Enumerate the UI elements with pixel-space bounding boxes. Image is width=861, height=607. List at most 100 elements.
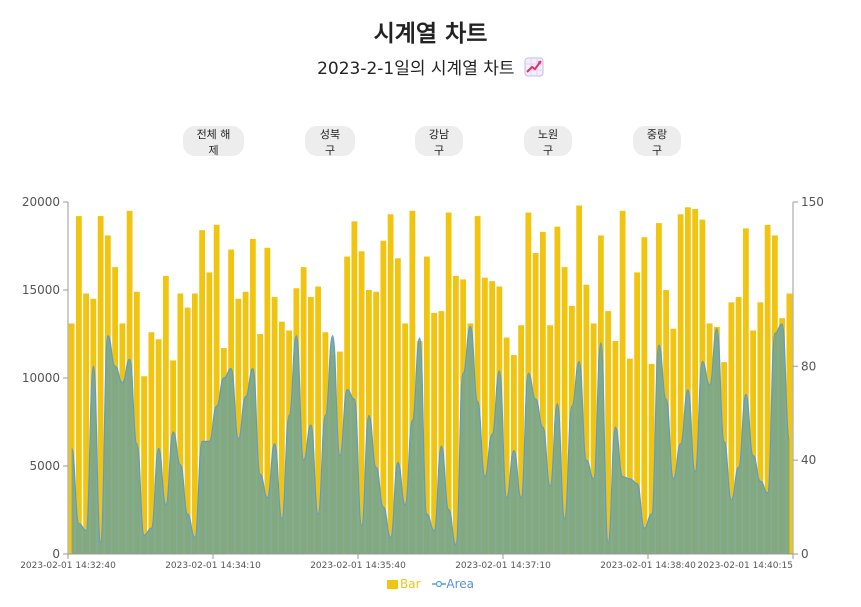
bar-62[interactable] bbox=[518, 325, 525, 554]
bar-60[interactable] bbox=[503, 337, 510, 554]
bar-96[interactable] bbox=[764, 224, 771, 554]
bar-92[interactable] bbox=[735, 297, 742, 554]
subtitle-text: 2023-2-1일의 시계열 차트 bbox=[317, 59, 515, 79]
bar-11[interactable] bbox=[148, 332, 155, 554]
bar-66[interactable] bbox=[547, 325, 554, 554]
bar-42[interactable] bbox=[373, 291, 380, 554]
bar-17[interactable] bbox=[191, 293, 198, 554]
bar-93[interactable] bbox=[742, 228, 749, 554]
area-series bbox=[71, 323, 790, 554]
filter-button-seongbuk[interactable]: 성북구 bbox=[305, 126, 355, 157]
filter-button-nowon[interactable]: 노원구 bbox=[524, 126, 572, 157]
bar-65[interactable] bbox=[539, 231, 546, 555]
bar-27[interactable] bbox=[264, 247, 271, 554]
y-right-tick-label-0: 0 bbox=[801, 547, 809, 561]
y-left-tick-label-3: 15000 bbox=[22, 283, 60, 297]
page-subtitle: 2023-2-1일의 시계열 차트 bbox=[0, 54, 861, 79]
bar-52[interactable] bbox=[445, 212, 452, 554]
bar-83[interactable] bbox=[670, 328, 677, 554]
bar-72[interactable] bbox=[590, 323, 597, 554]
bar-85[interactable] bbox=[684, 207, 691, 554]
bar-37[interactable] bbox=[336, 351, 343, 554]
y-right-tick-label-2: 80 bbox=[801, 359, 816, 373]
bar-99[interactable] bbox=[786, 293, 793, 554]
bar-13[interactable] bbox=[162, 275, 169, 554]
district-filter-bar: 전체 해제 성북구 강남구 노원구 중랑구 bbox=[0, 126, 861, 158]
bar-0[interactable] bbox=[68, 323, 75, 554]
bar-44[interactable] bbox=[387, 214, 394, 554]
bar-9[interactable] bbox=[133, 291, 140, 554]
bar-39[interactable] bbox=[351, 221, 358, 555]
bar-26[interactable] bbox=[257, 334, 264, 554]
bar-95[interactable] bbox=[757, 302, 764, 554]
chart-legend: Bar Area bbox=[0, 577, 861, 591]
bar-28[interactable] bbox=[271, 297, 278, 554]
bar-56[interactable] bbox=[474, 216, 481, 554]
x-tick-label-3: 2023-02-01 14:37:10 bbox=[455, 561, 551, 571]
bar-78[interactable] bbox=[634, 272, 641, 554]
x-tick-label-1: 2023-02-01 14:34:10 bbox=[165, 561, 261, 571]
bar-16[interactable] bbox=[184, 307, 191, 554]
bar-18[interactable] bbox=[199, 230, 206, 554]
bar-19[interactable] bbox=[206, 272, 213, 554]
legend-item-area[interactable]: Area bbox=[432, 577, 474, 591]
bar-1[interactable] bbox=[75, 216, 82, 554]
filter-button-jungnang[interactable]: 중랑구 bbox=[633, 126, 681, 157]
bar-10[interactable] bbox=[141, 376, 148, 554]
legend-bar-label: Bar bbox=[400, 577, 421, 591]
y-left-tick-label-2: 10000 bbox=[22, 371, 60, 385]
bar-46[interactable] bbox=[402, 323, 409, 554]
bar-67[interactable] bbox=[554, 226, 561, 554]
bar-40[interactable] bbox=[358, 251, 365, 554]
bar-94[interactable] bbox=[750, 330, 757, 554]
bar-2[interactable] bbox=[83, 293, 90, 554]
bar-57[interactable] bbox=[481, 277, 488, 554]
bar-77[interactable] bbox=[626, 358, 633, 554]
bar-23[interactable] bbox=[235, 298, 242, 554]
x-tick-label-5: 2023-02-01 14:40:15 bbox=[697, 561, 793, 571]
area-fill bbox=[71, 324, 790, 554]
legend-item-bar[interactable]: Bar bbox=[387, 577, 421, 591]
bar-12[interactable] bbox=[155, 339, 162, 554]
bar-84[interactable] bbox=[677, 214, 684, 554]
y-left-tick-label-4: 20000 bbox=[22, 195, 60, 209]
bar-34[interactable] bbox=[315, 286, 322, 554]
bar-76[interactable] bbox=[619, 210, 626, 555]
bar-47[interactable] bbox=[409, 210, 416, 555]
bar-43[interactable] bbox=[380, 240, 387, 554]
bar-58[interactable] bbox=[489, 281, 496, 554]
x-tick-label-0: 2023-02-01 14:32:40 bbox=[20, 561, 116, 571]
x-tick-label-4: 2023-02-01 14:38:40 bbox=[600, 561, 696, 571]
y-right-tick-label-1: 40 bbox=[801, 453, 816, 467]
legend-bar-swatch bbox=[387, 580, 398, 589]
bar-53[interactable] bbox=[452, 275, 459, 554]
y-left-tick-label-0: 0 bbox=[52, 547, 60, 561]
bar-51[interactable] bbox=[438, 311, 445, 554]
y-left-tick-label-1: 5000 bbox=[29, 459, 60, 473]
bar-80[interactable] bbox=[648, 363, 655, 554]
x-tick-label-2: 2023-02-01 14:35:40 bbox=[310, 561, 406, 571]
y-right-tick-label-3: 150 bbox=[801, 195, 824, 209]
chart-increasing-icon bbox=[524, 57, 544, 77]
bar-15[interactable] bbox=[177, 293, 184, 554]
bar-91[interactable] bbox=[728, 302, 735, 554]
bar-79[interactable] bbox=[641, 237, 648, 554]
bar-45[interactable] bbox=[394, 258, 401, 554]
bar-20[interactable] bbox=[213, 224, 220, 554]
filter-button-clear-all[interactable]: 전체 해제 bbox=[183, 126, 244, 157]
bar-50[interactable] bbox=[431, 312, 438, 554]
legend-area-label: Area bbox=[446, 577, 474, 591]
bar-29[interactable] bbox=[278, 321, 285, 554]
area-line[interactable] bbox=[71, 323, 790, 546]
bar-49[interactable] bbox=[423, 256, 430, 554]
bar-86[interactable] bbox=[692, 209, 699, 554]
bar-71[interactable] bbox=[583, 284, 590, 554]
bar-68[interactable] bbox=[561, 267, 568, 554]
page-title: 시계열 차트 bbox=[373, 21, 488, 47]
bar-74[interactable] bbox=[605, 311, 612, 554]
chart-axes: 0 5000 10000 15000 20000 0 40 80 150 2023-02-01 1… bbox=[20, 195, 824, 571]
legend-area-swatch bbox=[432, 580, 447, 588]
bar-4[interactable] bbox=[97, 216, 104, 554]
filter-button-gangnam[interactable]: 강남구 bbox=[415, 126, 463, 157]
bar-32[interactable] bbox=[300, 267, 307, 554]
